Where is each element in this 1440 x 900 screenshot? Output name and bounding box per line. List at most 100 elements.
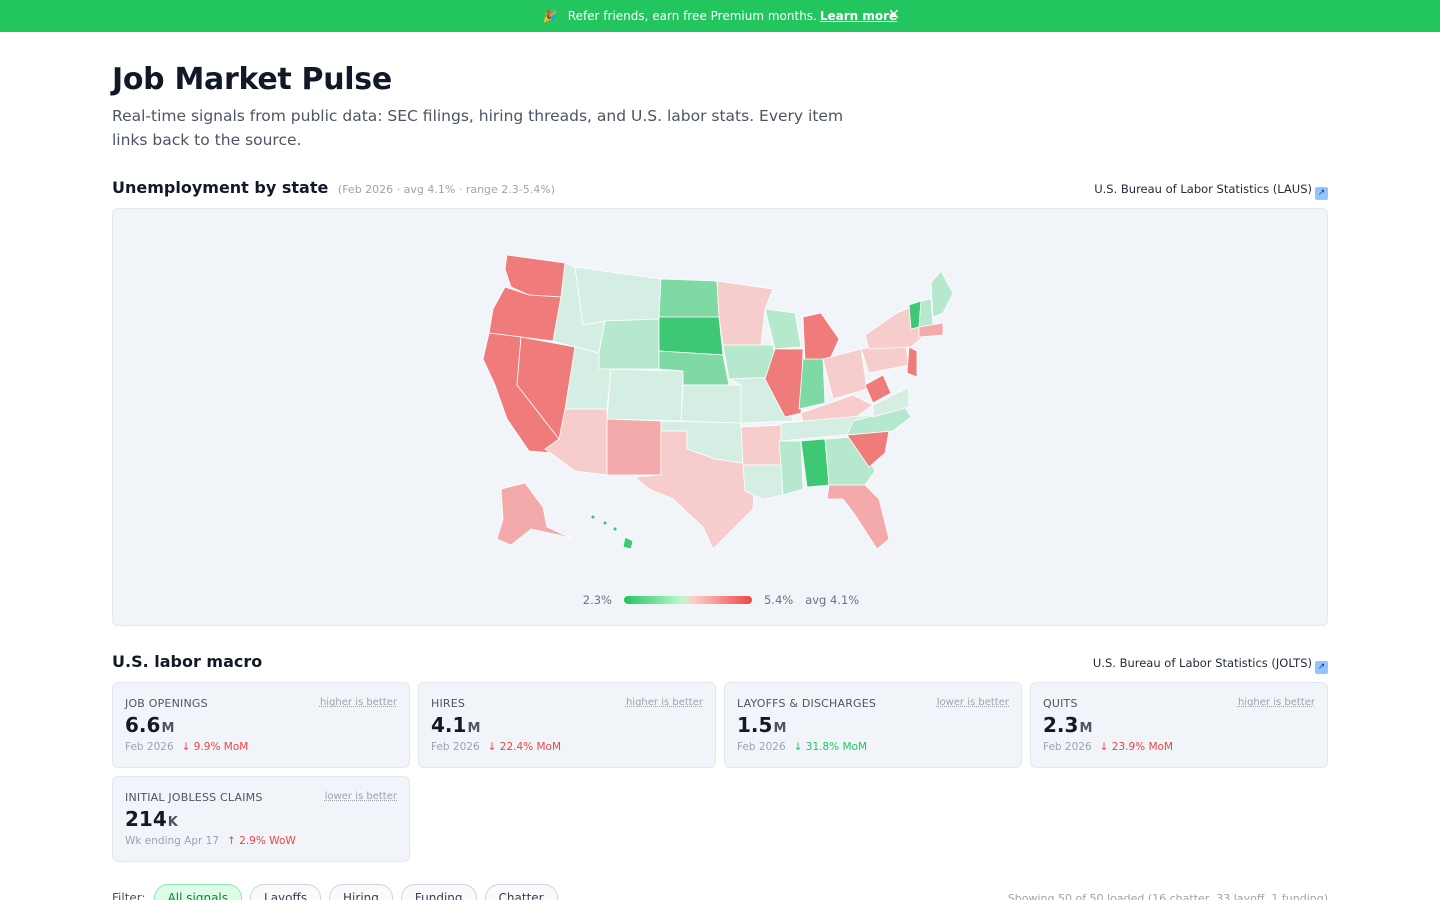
card-period: Feb 2026 [737, 741, 786, 753]
state-hawaii-islands [612, 526, 618, 532]
card-change: ↓ 9.9% MoM [181, 741, 249, 753]
jolts-source-link[interactable]: U.S. Bureau of Labor Statistics (JOLTS) ↗ [1093, 656, 1328, 674]
card-change: ↓ 31.8% MoM [793, 741, 868, 753]
party-popper-icon: 🎉 [542, 9, 558, 23]
state-louisiana[interactable] [742, 464, 784, 500]
map-legend: 2.3% 5.4% avg 4.1% [113, 593, 1329, 607]
filter-chip-funding[interactable]: Funding [400, 884, 477, 900]
legend-max: 5.4% [763, 593, 794, 607]
state-florida[interactable] [826, 484, 890, 550]
card-change: ↓ 23.9% MoM [1099, 741, 1174, 753]
state-illinois[interactable] [764, 348, 804, 418]
jolts-source-label: U.S. Bureau of Labor Statistics (JOLTS) [1092, 656, 1312, 670]
card-footer: Feb 2026 ↓ 22.4% MoM [431, 741, 561, 753]
filter-label: Filter: [112, 891, 146, 900]
learn-more-link[interactable]: Learn more [819, 9, 898, 23]
state-michigan[interactable] [802, 312, 840, 362]
macro-card-layoffs: LAYOFFS & DISCHARGES lower is better 1.5… [724, 682, 1022, 768]
state-new-hampshire[interactable] [918, 298, 934, 328]
macro-card-job-openings: JOB OPENINGS higher is better 6.6M Feb 2… [112, 682, 410, 768]
filter-chip-hiring[interactable]: Hiring [329, 884, 393, 900]
filter-chip-all-signals[interactable]: All signals [153, 884, 243, 900]
card-period: Feb 2026 [1043, 741, 1092, 753]
card-label: INITIAL JOBLESS CLAIMS [125, 791, 263, 804]
state-indiana[interactable] [798, 358, 826, 410]
card-value-number: 2.3 [1043, 713, 1079, 737]
card-value-number: 1.5 [737, 713, 773, 737]
card-hint: higher is better [319, 697, 397, 708]
macro-heading: U.S. labor macro [112, 652, 263, 671]
state-hawaii-islands [590, 514, 596, 520]
state-north-dakota[interactable] [658, 278, 720, 318]
card-value-unit: M [161, 721, 175, 736]
macro-card-jobless-claims: INITIAL JOBLESS CLAIMS lower is better 2… [112, 776, 410, 862]
macro-card-hires: HIRES higher is better 4.1M Feb 2026 ↓ 22… [418, 682, 716, 768]
card-change: ↑ 2.9% WoW [227, 835, 296, 847]
state-alabama[interactable] [800, 438, 830, 488]
card-value-number: 4.1 [431, 713, 467, 737]
card-value: 2.3M [1043, 713, 1092, 737]
results-count: Showing 50 of 50 loaded (16 chatter, 33 … [1007, 892, 1328, 900]
filter-chip-chatter[interactable]: Chatter [484, 884, 558, 900]
card-hint: lower is better [324, 791, 397, 802]
card-value-number: 214 [125, 807, 167, 831]
state-colorado[interactable] [606, 368, 684, 422]
unemployment-meta: (Feb 2026 · avg 4.1% · range 2.3-5.4%) [337, 183, 556, 196]
card-value-unit: M [773, 721, 787, 736]
card-value: 6.6M [125, 713, 174, 737]
unemployment-title: Unemployment by state [112, 178, 329, 197]
state-massachusetts[interactable] [918, 322, 944, 338]
card-footer: Feb 2026 ↓ 23.9% MoM [1043, 741, 1173, 753]
state-hawaii[interactable] [622, 536, 634, 550]
card-value-unit: M [467, 721, 481, 736]
us-choropleth-map [482, 254, 954, 550]
card-hint: lower is better [936, 697, 1009, 708]
macro-card-quits: QUITS higher is better 2.3M Feb 2026 ↓ 23… [1030, 682, 1328, 768]
card-hint: higher is better [625, 697, 703, 708]
external-link-icon: ↗ [1315, 187, 1328, 200]
card-value: 1.5M [737, 713, 786, 737]
legend-gradient-bar [623, 596, 752, 604]
card-change: ↓ 22.4% MoM [487, 741, 562, 753]
card-value-unit: M [1079, 721, 1093, 736]
card-hint: higher is better [1237, 697, 1315, 708]
state-maine[interactable] [930, 270, 954, 318]
legend-avg: avg 4.1% [805, 593, 860, 607]
card-value-number: 6.6 [125, 713, 161, 737]
card-label: QUITS [1043, 697, 1078, 710]
state-hawaii-islands [602, 520, 608, 526]
card-period: Feb 2026 [125, 741, 174, 753]
page-subtitle: Real-time signals from public data: SEC … [112, 107, 844, 149]
state-arkansas[interactable] [740, 424, 786, 466]
state-wyoming[interactable] [598, 318, 660, 370]
signal-filters: Filter: All signals Layoffs Hiring Fundi… [112, 884, 558, 900]
state-kansas[interactable] [680, 384, 742, 424]
state-new-mexico[interactable] [606, 418, 662, 476]
card-value: 214K [125, 807, 178, 831]
state-arizona[interactable] [544, 408, 608, 476]
state-alaska[interactable] [496, 482, 574, 546]
state-west-virginia[interactable] [864, 374, 892, 404]
banner-text: Refer friends, earn free Premium months. [567, 9, 817, 23]
state-south-dakota[interactable] [658, 316, 724, 356]
close-icon[interactable]: ✕ [888, 7, 900, 23]
card-label: LAYOFFS & DISCHARGES [737, 697, 877, 710]
card-label: HIRES [431, 697, 466, 710]
card-footer: Feb 2026 ↓ 9.9% MoM [125, 741, 248, 753]
page-title: Job Market Pulse [112, 62, 392, 97]
state-virginia[interactable] [872, 386, 910, 418]
state-new-jersey[interactable] [906, 346, 918, 378]
legend-min: 2.3% [582, 593, 612, 607]
card-period: Feb 2026 [431, 741, 480, 753]
state-mississippi[interactable] [778, 440, 804, 496]
state-texas[interactable] [634, 430, 756, 550]
promo-banner: 🎉 Refer friends, earn free Premium month… [0, 0, 1440, 32]
filter-chip-layoffs[interactable]: Layoffs [250, 884, 322, 900]
laus-source-link[interactable]: U.S. Bureau of Labor Statistics (LAUS) ↗ [1094, 182, 1328, 200]
card-value: 4.1M [431, 713, 480, 737]
state-montana[interactable] [574, 266, 662, 326]
unemployment-heading: Unemployment by state (Feb 2026 · avg 4.… [112, 178, 555, 197]
state-wisconsin[interactable] [764, 308, 802, 350]
laus-source-label: U.S. Bureau of Labor Statistics (LAUS) [1094, 182, 1312, 196]
state-minnesota[interactable] [716, 280, 774, 346]
